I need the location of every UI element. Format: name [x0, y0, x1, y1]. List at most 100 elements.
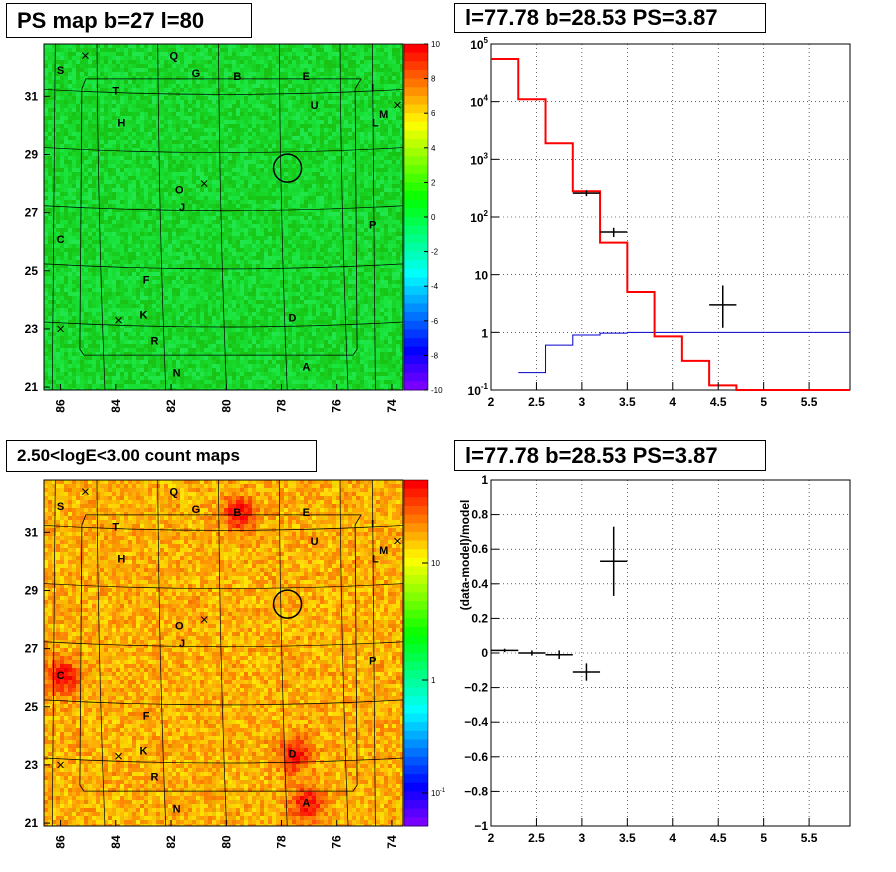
ps-map-pixel	[92, 140, 96, 144]
ps-map-pixel	[120, 152, 124, 156]
ps-map-pixel	[168, 232, 172, 236]
ps-map-pixel	[396, 144, 400, 148]
ps-map-pixel	[292, 84, 296, 88]
ps-map-pixel	[300, 152, 304, 156]
ps-map-pixel	[304, 220, 308, 224]
ps-map-pixel	[140, 96, 144, 100]
ps-map-pixel	[376, 256, 380, 260]
ps-map-pixel	[184, 192, 188, 196]
ps-map-pixel	[260, 200, 264, 204]
ps-map-pixel	[80, 192, 84, 196]
ps-map-pixel	[164, 228, 168, 232]
ps-map-pixel	[64, 148, 68, 152]
ps-map-pixel	[220, 184, 224, 188]
ps-map-pixel	[116, 240, 120, 244]
ps-map-pixel	[384, 188, 388, 192]
ps-map-pixel	[232, 72, 236, 76]
ps-map-pixel	[52, 264, 56, 268]
ps-map-pixel	[76, 200, 80, 204]
ps-map-pixel	[136, 52, 140, 56]
ps-map-pixel	[388, 164, 392, 168]
ps-map-pixel	[216, 196, 220, 200]
ps-map-pixel	[264, 128, 268, 132]
ps-map-pixel	[276, 200, 280, 204]
ps-map-pixel	[356, 144, 360, 148]
ps-map-pixel	[124, 188, 128, 192]
ps-map-pixel	[276, 44, 280, 48]
ps-map-pixel	[284, 140, 288, 144]
ps-map-pixel	[168, 60, 172, 64]
ps-map-pixel	[356, 212, 360, 216]
ps-map-pixel	[400, 156, 403, 160]
ps-map-pixel	[60, 236, 64, 240]
ps-map-pixel	[56, 236, 60, 240]
ps-map-pixel	[180, 136, 184, 140]
ps-map-pixel	[164, 200, 168, 204]
ps-map-pixel	[92, 100, 96, 104]
ps-map-pixel	[148, 136, 152, 140]
ps-map-pixel	[364, 44, 368, 48]
ps-map-pixel	[48, 196, 52, 200]
ps-map-pixel	[224, 84, 228, 88]
ps-map-pixel	[80, 200, 84, 204]
ps-map-pixel	[132, 76, 136, 80]
ps-map-pixel	[244, 48, 248, 52]
ps-map-pixel	[136, 168, 140, 172]
ps-map-pixel	[228, 196, 232, 200]
ps-map-pixel	[100, 204, 104, 208]
ps-map-pixel	[148, 124, 152, 128]
ps-map-pixel	[388, 224, 392, 228]
ps-map-pixel	[264, 100, 268, 104]
ps-map-pixel	[56, 72, 60, 76]
ps-map-pixel	[100, 172, 104, 176]
ps-map-pixel	[216, 248, 220, 252]
ps-map-pixel	[212, 252, 216, 256]
ps-map-pixel	[260, 72, 264, 76]
ps-map-pixel	[108, 112, 112, 116]
ps-map-pixel	[80, 176, 84, 180]
ps-map-pixel	[188, 252, 192, 256]
ps-map-pixel	[64, 48, 68, 52]
ps-map-pixel	[344, 96, 348, 100]
ps-map-pixel	[236, 188, 240, 192]
ps-map-pixel	[68, 116, 72, 120]
ps-map-pixel	[276, 252, 280, 256]
ps-map-pixel	[400, 52, 403, 56]
ps-map-pixel	[396, 184, 400, 188]
ps-map-pixel	[192, 60, 196, 64]
ps-map-pixel	[140, 72, 144, 76]
ps-map-pixel	[268, 152, 272, 156]
ps-map-pixel	[136, 156, 140, 160]
ps-map-pixel	[124, 196, 128, 200]
ps-map-pixel	[164, 60, 168, 64]
ps-map-pixel	[284, 116, 288, 120]
ps-map-pixel	[340, 80, 344, 84]
ps-map-pixel	[100, 160, 104, 164]
ps-map-pixel	[316, 132, 320, 136]
ps-map-pixel	[128, 104, 132, 108]
ps-map-pixel	[120, 224, 124, 228]
ps-map-pixel	[44, 132, 48, 136]
ps-map-pixel	[56, 228, 60, 232]
ps-map-pixel	[236, 60, 240, 64]
ps-map-pixel	[224, 172, 228, 176]
ps-map-pixel	[148, 212, 152, 216]
ps-map-pixel	[44, 116, 48, 120]
ps-map-pixel	[248, 204, 252, 208]
ps-map-pixel	[84, 88, 88, 92]
ps-map-pixel	[48, 52, 52, 56]
ps-map-pixel	[200, 136, 204, 140]
ps-map-pixel	[324, 108, 328, 112]
ps-map-pixel	[172, 232, 176, 236]
ps-map-pixel	[164, 248, 168, 252]
ps-map-pixel	[196, 112, 200, 116]
ps-map-pixel	[244, 204, 248, 208]
ps-map-pixel	[80, 140, 84, 144]
ps-map-pixel	[116, 264, 120, 268]
ps-map-pixel	[276, 60, 280, 64]
ps-map-pixel	[160, 108, 164, 112]
ps-map-pixel	[328, 240, 332, 244]
ps-map-pixel	[220, 224, 224, 228]
ps-map-pixel	[244, 220, 248, 224]
ps-map-pixel	[84, 168, 88, 172]
